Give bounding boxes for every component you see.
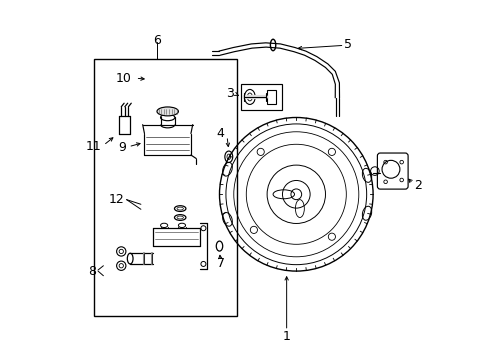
Text: 12: 12 xyxy=(109,193,124,206)
Bar xyxy=(94,59,237,316)
Text: 9: 9 xyxy=(119,141,126,154)
Text: 3: 3 xyxy=(225,87,233,100)
Text: 1: 1 xyxy=(282,330,290,343)
Text: 5: 5 xyxy=(344,38,351,51)
Text: 10: 10 xyxy=(116,72,132,85)
Text: 4: 4 xyxy=(216,127,224,140)
Text: 11: 11 xyxy=(86,140,102,153)
Bar xyxy=(266,90,275,104)
Bar xyxy=(241,84,282,111)
Ellipse shape xyxy=(157,107,178,116)
Text: 6: 6 xyxy=(153,34,161,47)
Text: 8: 8 xyxy=(88,265,96,278)
Text: 2: 2 xyxy=(413,179,421,192)
Text: 7: 7 xyxy=(217,257,225,270)
